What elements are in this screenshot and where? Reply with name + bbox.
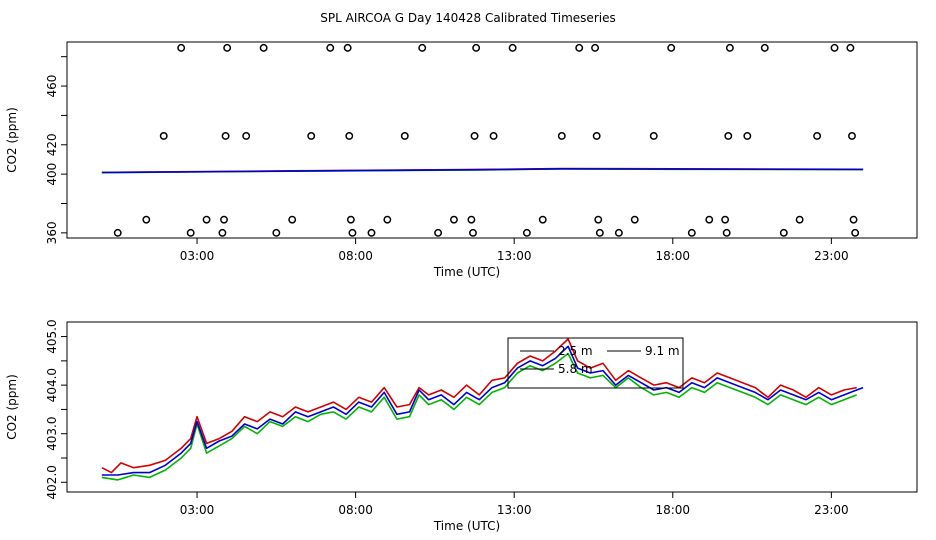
data-point [725,43,734,52]
data-point [522,228,531,237]
data-point [667,43,676,52]
data-point [348,228,357,237]
data-point [177,43,186,52]
data-point [159,132,168,140]
data-point [851,228,860,237]
y-axis-label: CO2 (ppm) [5,107,19,173]
data-point [724,132,733,140]
data-point [383,215,392,224]
data-point [220,215,228,224]
data-point [113,228,122,237]
data-point [367,228,376,237]
data-point [259,43,268,52]
data-point [614,228,623,237]
data-point [449,215,458,224]
data-point [591,43,600,52]
data-point [343,43,352,52]
series-line [101,168,864,174]
data-point [472,43,481,52]
data-point [743,132,752,140]
series-line [101,345,864,476]
data-point [813,132,822,140]
data-point [346,215,355,224]
plot-area [101,338,864,481]
x-axis-label: Time (UTC) [433,519,500,533]
x-tick-label: 23:00 [814,249,849,263]
data-point [186,228,195,237]
data-point [489,132,498,140]
y-tick-label: 400 [45,163,59,186]
lower-panel-timeseries: 03:00 08:00 13:00 18:00 23:00 402.0 403.0 404.0… [5,319,918,533]
data-point [326,43,335,52]
data-point [223,43,232,52]
y-tick-label: 420 [45,133,59,156]
data-point [779,228,788,237]
plot-frame [66,321,918,493]
data-point [400,132,409,140]
legend-label: 5.8 m [558,362,593,376]
data-point [272,228,281,237]
plot-area [101,43,864,237]
data-point [721,215,730,224]
data-point [202,215,211,224]
data-point [630,215,639,224]
data-point [470,132,479,140]
y-axis-label: CO2 (ppm) [5,374,19,440]
series-line [101,352,857,481]
upper-panel-scatter: 03:00 08:00 13:00 18:00 23:00 360 400 420 460 Tim… [5,41,918,279]
y-tick-label: 404.0 [45,368,59,402]
data-point [846,43,855,52]
data-point [592,132,601,140]
y-tick-label: 460 [45,75,59,98]
data-point [538,215,547,224]
data-point [221,132,230,140]
data-point [760,43,769,52]
data-point [594,215,603,224]
x-tick-label: 13:00 [497,249,532,263]
figure-title: SPL AIRCOA G Day 140428 Calibrated Times… [320,11,615,25]
data-point [705,215,714,224]
y-tick-label: 402.0 [45,465,59,499]
x-tick-label: 08:00 [338,503,373,517]
data-point [849,215,858,224]
data-point [557,132,566,140]
x-tick-label: 03:00 [180,503,215,517]
x-tick-label: 23:00 [814,503,849,517]
y-tick-label: 360 [45,221,59,244]
data-point [830,43,839,52]
legend: 2.5 m 9.1 m 5.8 m [507,337,684,389]
data-point [469,228,477,237]
x-tick-label: 13:00 [497,503,532,517]
data-point [687,228,696,237]
data-point [508,43,517,52]
data-point [595,228,604,237]
data-point [242,132,251,140]
data-point [722,228,731,237]
x-tick-label: 18:00 [655,503,690,517]
legend-label: 9.1 m [645,344,680,358]
data-point [345,132,354,140]
data-point [142,215,151,224]
x-tick-label: 03:00 [180,249,215,263]
x-tick-label: 08:00 [338,249,373,263]
series-line [101,338,857,474]
data-point [649,132,658,140]
data-point [795,215,804,224]
plot-frame [66,41,918,239]
data-point [848,132,856,140]
x-tick-label: 18:00 [655,249,690,263]
data-point [434,228,443,237]
y-tick-label: 405.0 [45,319,59,353]
legend-label: 2.5 m [558,344,593,358]
data-point [467,215,476,224]
x-axis-label: Time (UTC) [433,265,500,279]
data-point [288,215,297,224]
data-point [218,228,227,237]
data-point [307,132,316,140]
data-point [418,43,427,52]
data-point [575,43,584,52]
legend-box [507,337,684,389]
y-tick-label: 403.0 [45,417,59,451]
